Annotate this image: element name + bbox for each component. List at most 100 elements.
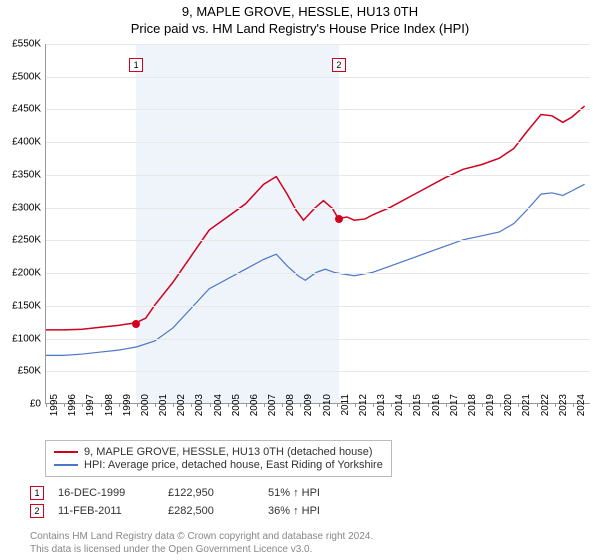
x-tick — [428, 403, 429, 407]
x-axis-label: 2014 — [394, 394, 405, 424]
y-axis-label: £300K — [1, 202, 41, 213]
x-tick — [573, 403, 574, 407]
x-axis-label: 2009 — [303, 394, 314, 424]
x-axis-label: 2017 — [449, 394, 460, 424]
page-subtitle: Price paid vs. HM Land Registry's House … — [0, 21, 600, 36]
page-title: 9, MAPLE GROVE, HESSLE, HU13 0TH — [0, 4, 600, 19]
grid-line — [46, 208, 590, 209]
x-axis-label: 2000 — [140, 394, 151, 424]
legend-swatch — [54, 451, 78, 453]
x-axis-label: 1999 — [122, 394, 133, 424]
x-tick — [337, 403, 338, 407]
grid-line — [46, 273, 590, 274]
x-tick — [537, 403, 538, 407]
sale-marker: 2 — [332, 58, 346, 72]
grid-line — [46, 77, 590, 78]
y-axis-label: £200K — [1, 268, 41, 279]
x-tick — [300, 403, 301, 407]
y-axis-label: £450K — [1, 104, 41, 115]
transaction-price: £282,500 — [168, 505, 268, 517]
x-tick — [173, 403, 174, 407]
transaction-date: 16-DEC-1999 — [58, 487, 168, 499]
x-tick — [373, 403, 374, 407]
x-tick — [101, 403, 102, 407]
x-axis-label: 2013 — [376, 394, 387, 424]
x-axis-label: 2015 — [412, 394, 423, 424]
legend-item: 9, MAPLE GROVE, HESSLE, HU13 0TH (detach… — [54, 446, 383, 458]
footer-line-2: This data is licensed under the Open Gov… — [30, 543, 373, 556]
x-tick — [518, 403, 519, 407]
grid-line — [46, 142, 590, 143]
sale-point — [132, 320, 140, 328]
y-axis-label: £500K — [1, 71, 41, 82]
x-tick — [82, 403, 83, 407]
x-axis-label: 2002 — [176, 394, 187, 424]
x-tick — [264, 403, 265, 407]
transaction-vs-hpi: 51% ↑ HPI — [268, 487, 368, 499]
x-tick — [464, 403, 465, 407]
x-tick — [137, 403, 138, 407]
grid-line — [46, 339, 590, 340]
x-axis-label: 2008 — [285, 394, 296, 424]
y-axis-label: £350K — [1, 169, 41, 180]
x-axis-label: 1998 — [104, 394, 115, 424]
y-axis-label: £400K — [1, 137, 41, 148]
x-axis-label: 2001 — [158, 394, 169, 424]
chart-lines — [46, 44, 590, 403]
grid-line — [46, 109, 590, 110]
x-axis-label: 2003 — [194, 394, 205, 424]
legend-label: 9, MAPLE GROVE, HESSLE, HU13 0TH (detach… — [84, 446, 373, 458]
x-tick — [446, 403, 447, 407]
transaction-marker: 2 — [30, 504, 44, 518]
y-axis-label: £100K — [1, 333, 41, 344]
y-axis-label: £0 — [1, 399, 41, 410]
footer-attribution: Contains HM Land Registry data © Crown c… — [30, 530, 373, 556]
x-tick — [282, 403, 283, 407]
transaction-price: £122,950 — [168, 487, 268, 499]
x-tick — [409, 403, 410, 407]
x-tick — [246, 403, 247, 407]
x-tick — [228, 403, 229, 407]
x-axis-label: 2011 — [340, 394, 351, 424]
transaction-vs-hpi: 36% ↑ HPI — [268, 505, 368, 517]
x-axis-label: 2023 — [558, 394, 569, 424]
x-axis-label: 2004 — [213, 394, 224, 424]
x-tick — [555, 403, 556, 407]
y-axis-label: £550K — [1, 39, 41, 50]
x-tick — [355, 403, 356, 407]
transaction-row: 1 16-DEC-1999£122,95051% ↑ HPI — [30, 486, 368, 500]
sale-marker: 1 — [129, 58, 143, 72]
transaction-marker: 1 — [30, 486, 44, 500]
series-line — [46, 184, 585, 355]
x-tick — [391, 403, 392, 407]
grid-line — [46, 371, 590, 372]
grid-line — [46, 44, 590, 45]
x-tick — [500, 403, 501, 407]
legend-label: HPI: Average price, detached house, East… — [84, 459, 383, 471]
x-axis-label: 2019 — [485, 394, 496, 424]
x-axis-label: 1997 — [85, 394, 96, 424]
grid-line — [46, 306, 590, 307]
x-axis-label: 2012 — [358, 394, 369, 424]
x-tick — [119, 403, 120, 407]
x-axis-label: 1995 — [49, 394, 60, 424]
x-axis-label: 1996 — [67, 394, 78, 424]
legend-swatch — [54, 464, 78, 466]
x-axis-label: 2022 — [540, 394, 551, 424]
x-axis-label: 2007 — [267, 394, 278, 424]
x-tick — [64, 403, 65, 407]
x-tick — [210, 403, 211, 407]
grid-line — [46, 240, 590, 241]
x-axis-label: 2010 — [322, 394, 333, 424]
y-axis-label: £50K — [1, 366, 41, 377]
series-line — [46, 106, 585, 330]
transactions-table: 1 16-DEC-1999£122,95051% ↑ HPI 2 11-FEB-201… — [30, 486, 368, 522]
transaction-date: 11-FEB-2011 — [58, 505, 168, 517]
x-axis-label: 2020 — [503, 394, 514, 424]
transaction-row: 2 11-FEB-2011£282,50036% ↑ HPI — [30, 504, 368, 518]
legend-item: HPI: Average price, detached house, East… — [54, 459, 383, 471]
x-tick — [155, 403, 156, 407]
x-axis-label: 2021 — [521, 394, 532, 424]
x-axis-label: 2005 — [231, 394, 242, 424]
y-axis-label: £250K — [1, 235, 41, 246]
